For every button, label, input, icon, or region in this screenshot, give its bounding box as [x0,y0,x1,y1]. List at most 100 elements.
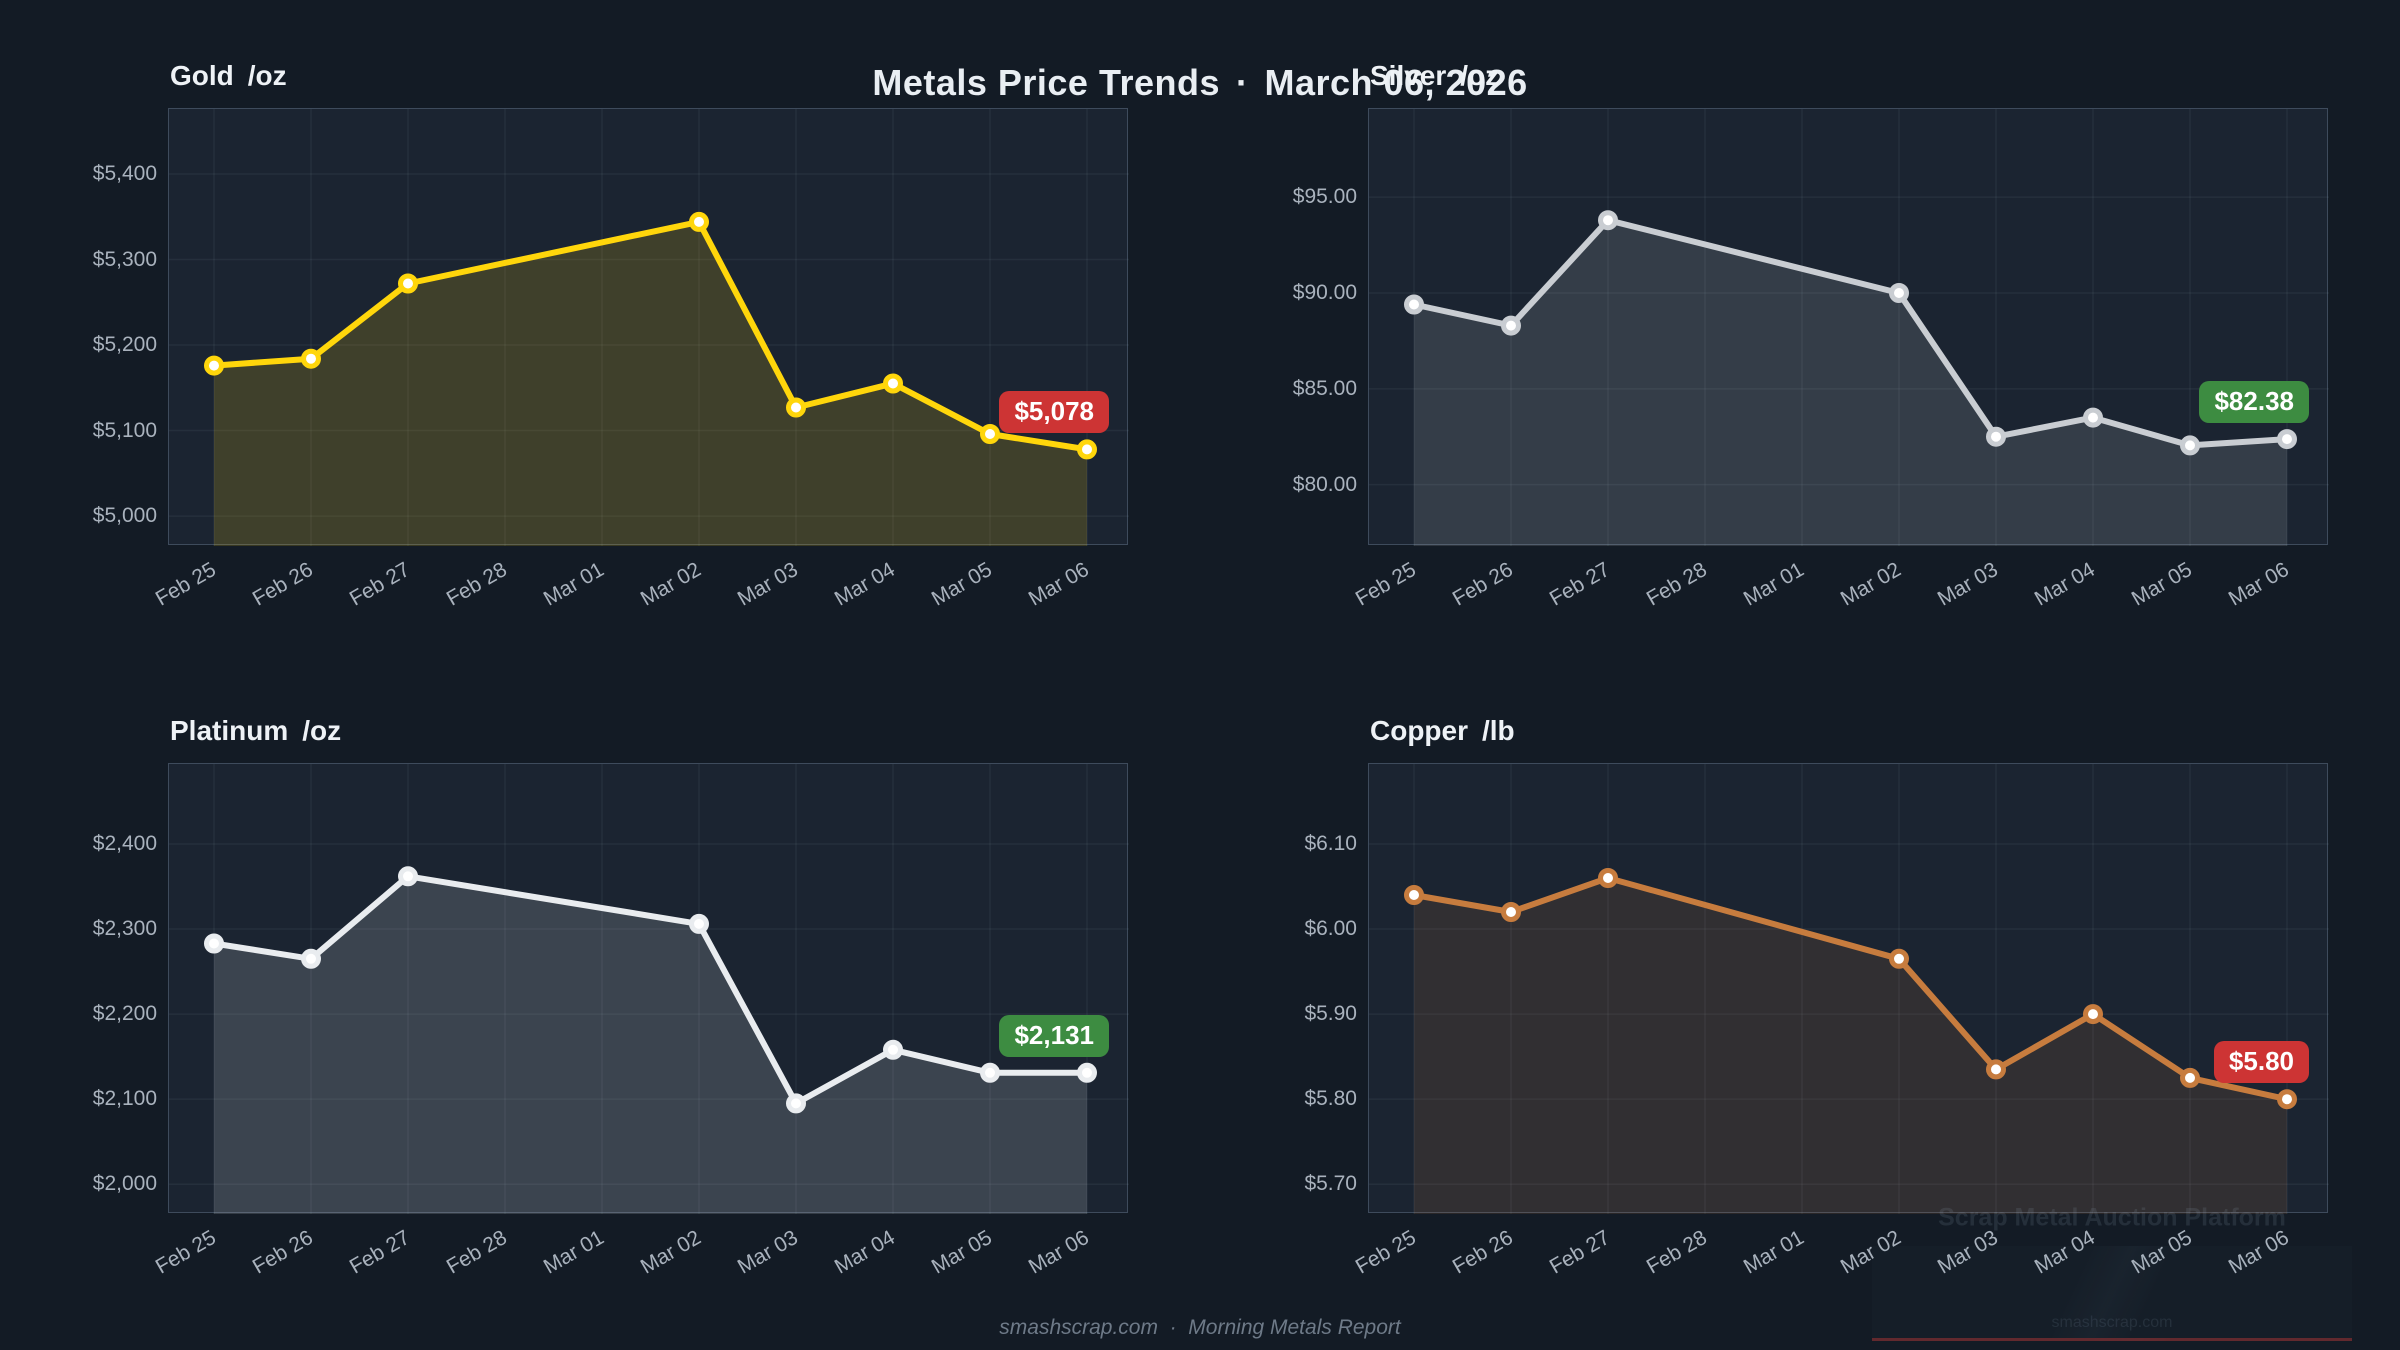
data-point-marker [1077,1062,1097,1083]
y-tick-label: $80.00 [1292,472,1357,496]
x-tick-label: Mar 01 [539,558,608,611]
platinum-title-label: Platinum [170,715,289,746]
x-tick-label: Mar 02 [636,1226,705,1279]
data-point-marker [786,397,806,418]
platinum-chart-title: Platinum/oz [170,715,341,747]
gold-title-label: Gold [170,60,234,91]
x-tick-label: Mar 03 [733,558,802,611]
data-point-marker [786,1093,806,1114]
gold-unit-label: /oz [247,60,287,91]
y-tick-label: $5,300 [92,247,157,271]
data-point-marker [398,866,418,887]
data-point-marker [980,424,1000,444]
last-price-badge: $5.80 [2213,1041,2309,1084]
x-tick-label: Feb 28 [442,558,511,611]
title-dot-separator: · [1235,62,1249,103]
y-tick-label: $2,000 [92,1172,157,1196]
gold-plot-area: $5,000 $5,100 $5,200 $5,300 $5,400 Feb 25 Feb … [93,108,1129,611]
data-point-marker [1501,902,1521,922]
page-title-left: Metals Price Trends [872,62,1220,103]
gold-price-chart [169,109,1129,546]
x-tick-label: Mar 06 [1024,558,1093,611]
y-tick-label: $90.00 [1292,281,1357,304]
price-area-fill [1414,220,2287,546]
y-tick-label: $2,200 [92,1002,157,1026]
x-tick-label: Feb 27 [1545,558,1614,611]
price-area-fill [214,221,1087,546]
x-tick-label: Feb 27 [1545,1226,1614,1279]
data-point-marker [2277,429,2297,450]
data-point-marker [301,948,321,969]
data-point-marker [1986,1059,2006,1080]
data-point-marker [398,273,418,294]
data-point-marker [1889,283,1909,303]
y-tick-label: $5,400 [92,161,157,185]
platinum-unit-label: /oz [302,715,342,746]
page-title: Metals Price Trends · March 06, 2026 [0,62,2400,104]
x-tick-label: Feb 27 [345,1226,414,1279]
platinum-plot-area: $2,000 $2,100 $2,200 $2,300 $2,400 Feb 25 Feb … [93,763,1129,1279]
y-tick-label: $2,100 [92,1087,157,1111]
price-line [1411,875,2290,1103]
data-point-marker [2083,1004,2103,1025]
y-tick-label: $6.00 [1304,917,1357,941]
price-line [211,218,1090,453]
page-title-date: March 06, 2026 [1264,62,1528,103]
data-point-marker [1889,948,1909,969]
data-point-marker [2083,407,2103,428]
x-tick-label: Mar 04 [2030,558,2099,611]
y-tick-label: $2,300 [92,917,157,941]
y-tick-label: $85.00 [1292,376,1357,400]
y-tick-label: $5.70 [1304,1172,1357,1196]
y-tick-label: $2,400 [92,831,157,855]
price-line [1411,217,2290,449]
x-tick-label: Feb 26 [248,558,317,611]
data-point-marker [204,355,224,376]
data-point-marker [689,913,709,934]
copper-title-label: Copper [1370,715,1468,746]
x-tick-label: Mar 03 [733,1226,802,1279]
x-tick-label: Mar 03 [1933,558,2002,611]
y-tick-label: $5,000 [92,504,157,528]
data-point-marker [1598,210,1618,231]
y-tick-label: $5.90 [1304,1002,1357,1026]
x-tick-label: Mar 02 [1836,558,1905,611]
data-point-marker [2180,1067,2200,1088]
data-point-marker [1077,439,1097,460]
data-point-marker [301,348,321,369]
x-tick-label: Mar 06 [1024,1226,1093,1279]
x-tick-label: Mar 01 [1739,1226,1808,1279]
watermark-plot-text: Scrap Metal Auction Platform [1938,1203,2286,1232]
data-point-marker [980,1062,1000,1083]
data-point-marker [883,1039,903,1060]
x-tick-label: Feb 26 [248,1226,317,1279]
x-tick-label: Feb 25 [151,1226,220,1279]
data-point-marker [2277,1089,2297,1110]
x-tick-label: Feb 25 [1351,1226,1420,1279]
silver-title-label: Silver [1370,60,1447,91]
silver-chart-title: Silver/oz [1370,60,1499,92]
x-tick-label: Mar 04 [830,1226,899,1279]
data-point-marker [1986,426,2006,447]
x-tick-label: Feb 27 [345,558,414,611]
y-tick-label: $5,100 [92,418,157,442]
data-point-marker [1404,885,1424,905]
x-tick-label: Feb 28 [1642,1226,1711,1279]
copper-plot-area: $5.70 $5.80 $5.90 $6.00 $6.10 Feb 25 Feb 26 Feb… [1304,763,2329,1279]
price-area-fill [214,876,1087,1214]
x-tick-label: Mar 04 [830,558,899,611]
copper-unit-label: /lb [1482,715,1515,746]
y-tick-label: $6.10 [1304,831,1357,855]
copper-price-chart [1369,764,2329,1214]
x-tick-label: Mar 05 [927,558,996,611]
x-tick-label: Mar 05 [927,1226,996,1279]
copper-chart-title: Copper/lb [1370,715,1515,747]
data-point-marker [1501,315,1521,336]
silver-price-chart [1369,109,2329,546]
data-point-marker [883,373,903,394]
watermark-ghost-box: smashscrap.com [1872,1246,2352,1341]
x-tick-label: Feb 28 [442,1226,511,1279]
price-line [211,873,1090,1107]
data-point-marker [1404,294,1424,315]
